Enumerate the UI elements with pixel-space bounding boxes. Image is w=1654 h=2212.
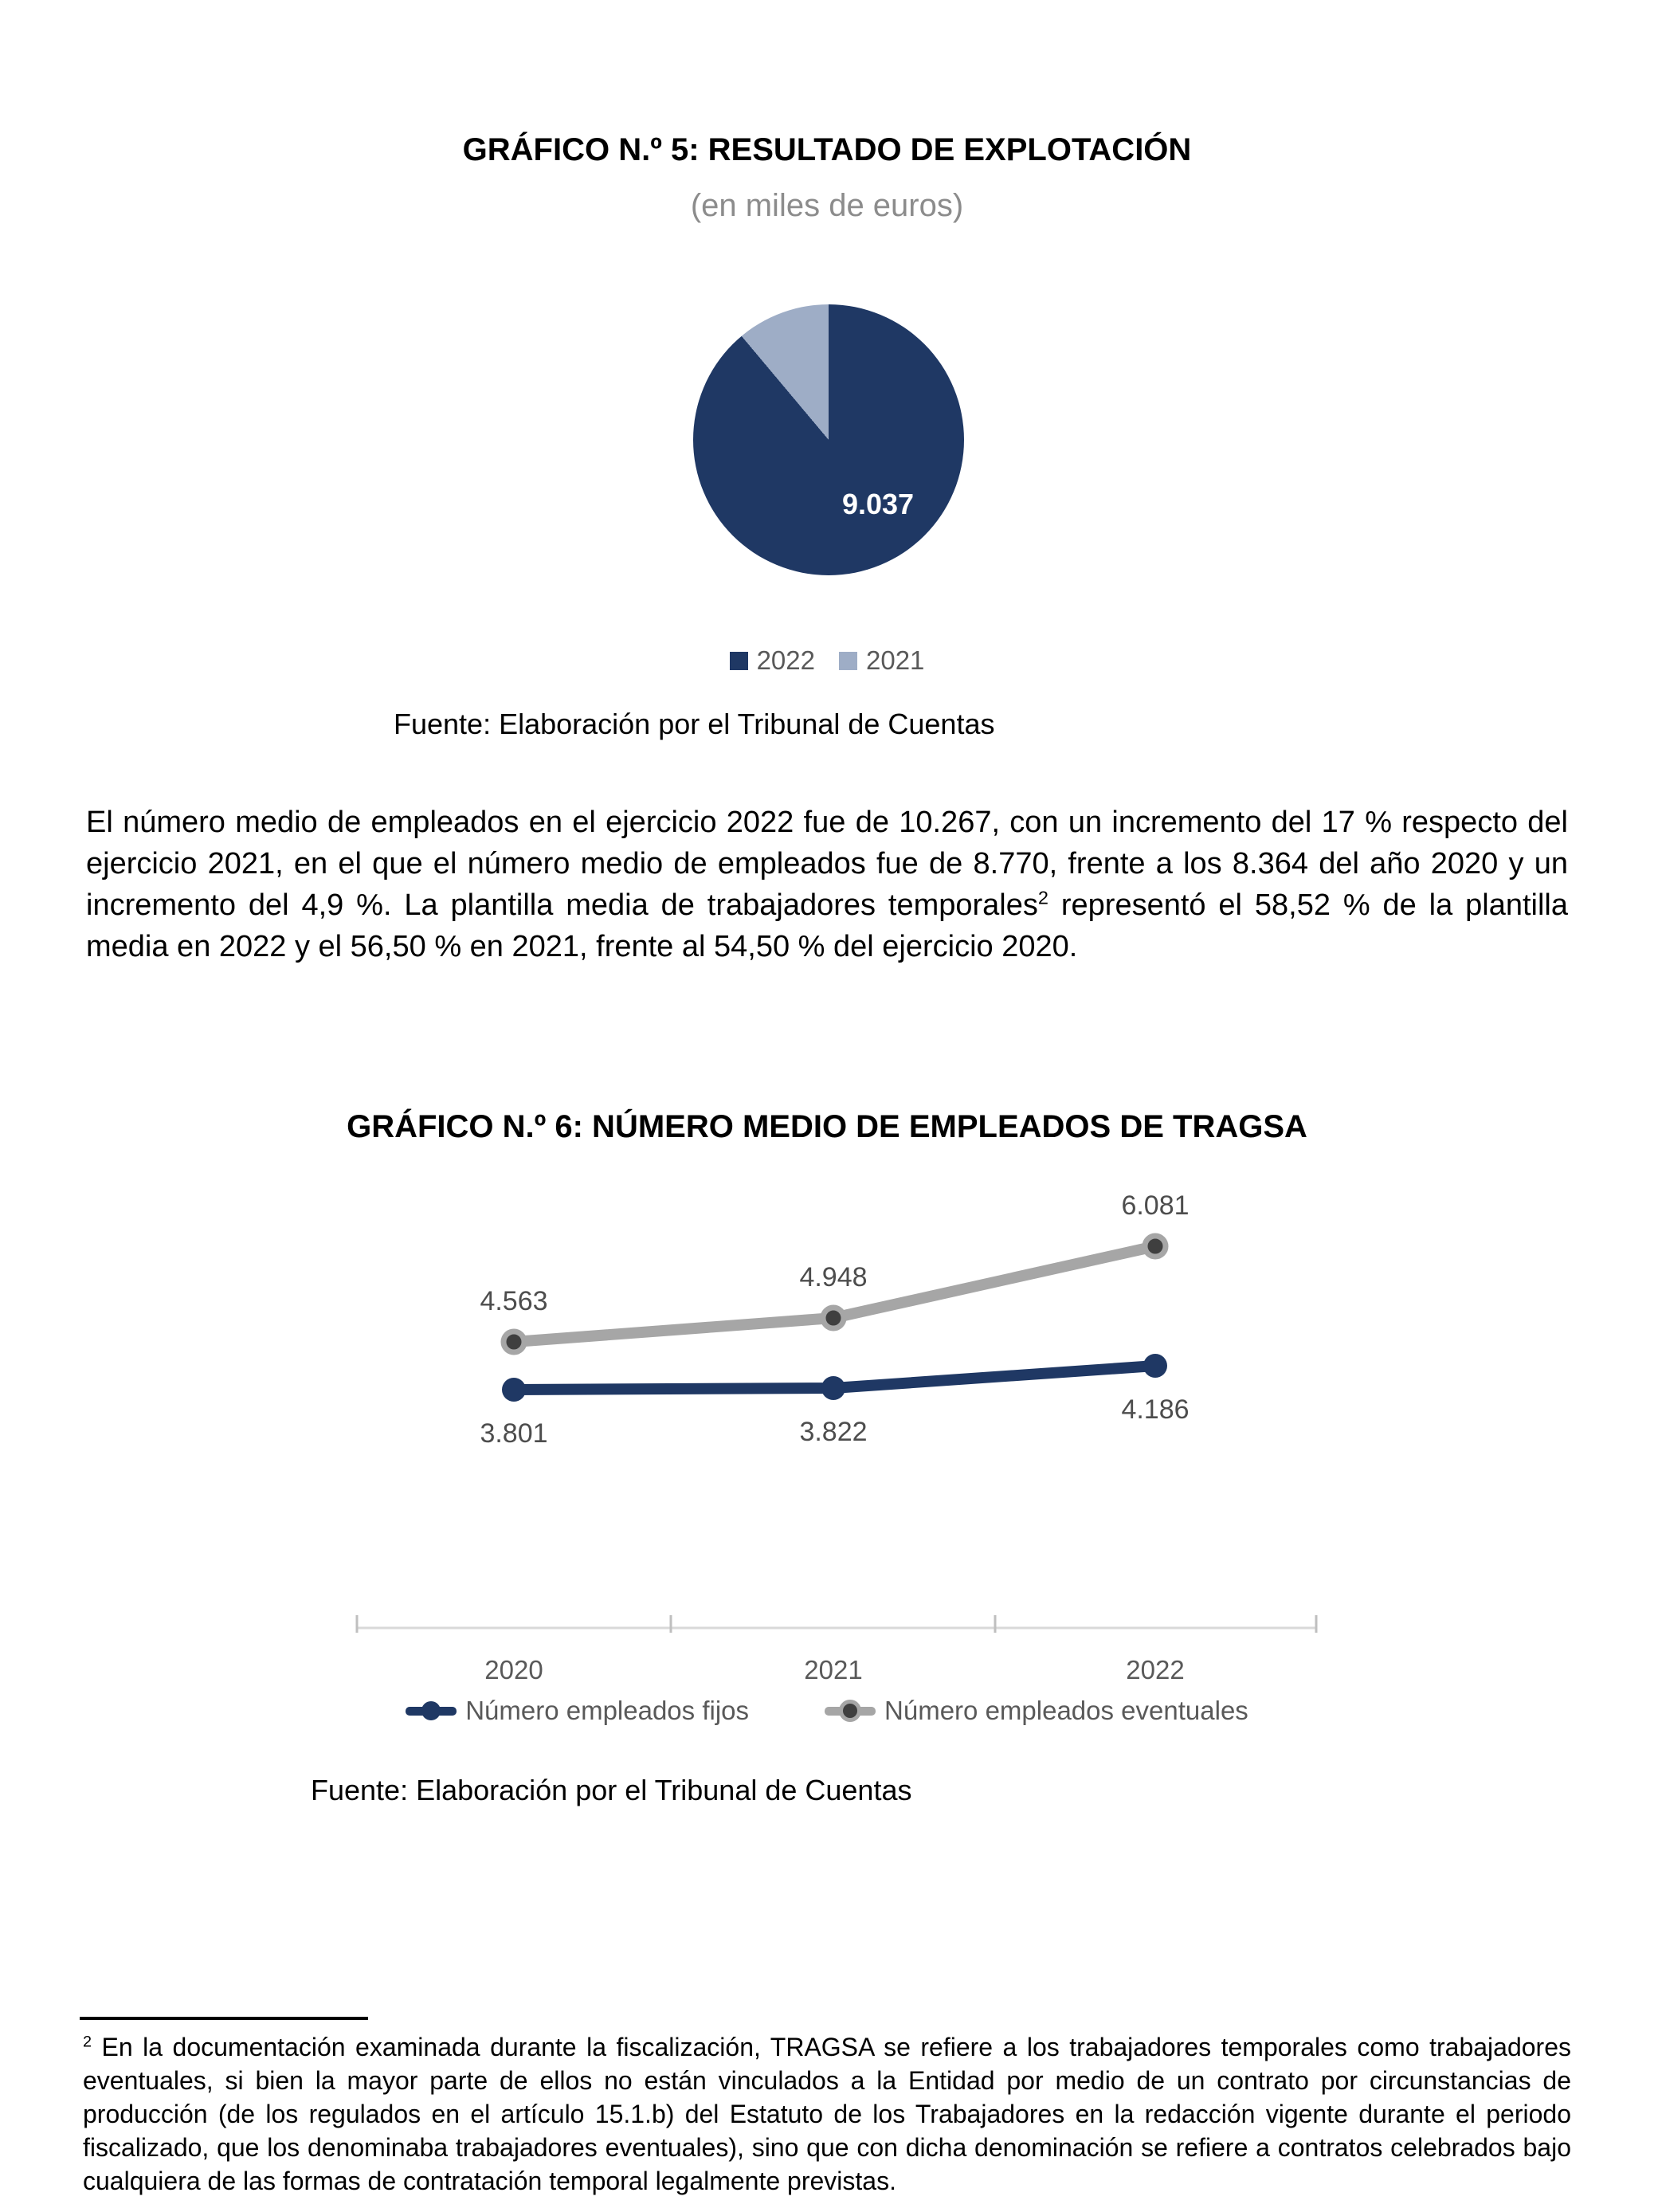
data-point [1142,1233,1169,1260]
chart6-title: GRÁFICO N.º 6: NÚMERO MEDIO DE EMPLEADOS… [347,1109,1307,1144]
line-chart: 2020 2021 2022 3.801 3.822 4.186 4.563 4.948 6.0… [355,1190,1318,1684]
line-marker-gray-dot [839,1700,862,1722]
pie-legend: 2022 2021 [0,645,1654,676]
x-axis-label: 2021 [804,1655,862,1684]
chart5-subtitle: (en miles de euros) [690,188,964,223]
line-legend-item-fijos: Número empleados fijos [406,1696,749,1726]
line-chart-legend: Número empleados fijos Número empleados … [309,1696,1345,1726]
pie-legend-item-2022: 2022 [729,645,815,676]
line-legend-label-fijos: Número empleados fijos [465,1696,750,1725]
line-marker-gray-icon [825,1699,876,1723]
source-note-chart5: Fuente: Elaboración por el Tribunal de C… [394,708,995,740]
pie-data-label: 9.037 [841,488,915,520]
data-point [820,1304,847,1332]
chart5-title: GRÁFICO N.º 5: RESULTADO DE EXPLOTACIÓN [462,132,1192,167]
data-point [1143,1354,1167,1378]
data-label: 3.822 [799,1417,867,1447]
body-paragraph: El número medio de empleados en el ejerc… [86,802,1568,967]
data-label: 3.801 [480,1418,547,1449]
data-label: 6.081 [1121,1190,1189,1221]
source-note-chart6: Fuente: Elaboración por el Tribunal de C… [311,1774,912,1806]
pie-legend-item-2021: 2021 [839,645,924,676]
data-point [821,1376,845,1400]
pie-chart: 9.037 [693,304,964,575]
footnote-reference: 2 [1037,887,1048,908]
line-marker-navy-icon [406,1699,457,1723]
data-point [502,1378,526,1402]
pie-legend-label-2021: 2021 [866,645,925,675]
data-label: 4.948 [799,1262,867,1292]
pie-legend-label-2022: 2022 [756,645,815,675]
line-marker-navy-dot [421,1701,441,1720]
body-text-2: representó el 58,52 % de la plantilla me… [86,888,1568,963]
data-label: 4.186 [1121,1394,1189,1425]
footnote-separator [80,2017,368,2020]
footnote: 2 En la documentación examinada durante … [83,2030,1571,2198]
footnote-number: 2 [83,2033,92,2051]
x-axis-label: 2022 [1126,1655,1184,1684]
footnote-text: En la documentación examinada durante la… [83,2033,1571,2195]
line-legend-label-eventuales: Número empleados eventuales [884,1696,1248,1725]
data-point [500,1328,527,1355]
legend-swatch-2022-icon [729,651,748,670]
legend-swatch-2021-icon [839,651,857,670]
data-label: 4.563 [480,1286,547,1316]
x-axis-label: 2020 [484,1655,543,1684]
line-legend-item-eventuales: Número empleados eventuales [825,1696,1248,1726]
body-text-1: El número medio de empleados en el ejerc… [86,806,1568,922]
